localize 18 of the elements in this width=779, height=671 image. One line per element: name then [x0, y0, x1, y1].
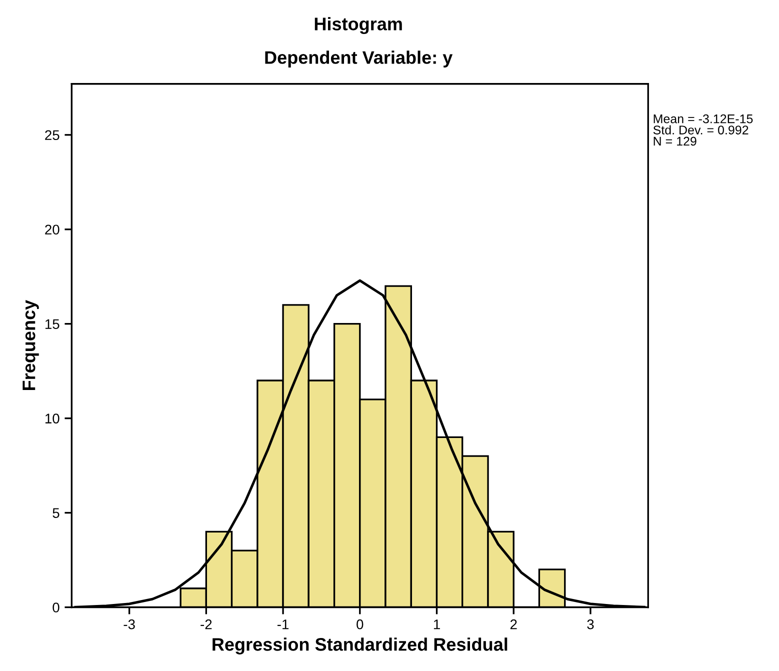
- y-tick-label: 25: [45, 130, 60, 140]
- y-tick-label: 5: [52, 508, 60, 518]
- chart-subtitle: Dependent Variable: y: [265, 50, 453, 68]
- x-tick-label: -2: [200, 619, 212, 630]
- x-tick-label: 3: [587, 619, 594, 630]
- y-tick-label: 15: [45, 319, 60, 330]
- x-tick-label: 0: [356, 619, 364, 630]
- y-axis-title: Frequency: [22, 300, 39, 390]
- x-tick-label: -1: [277, 620, 289, 630]
- x-tick-label: 2: [510, 619, 517, 630]
- y-tick-label: 0: [52, 602, 60, 612]
- y-tick-label: 20: [45, 224, 60, 235]
- y-tick-label: 10: [45, 414, 60, 424]
- chart-title: Histogram: [314, 17, 402, 34]
- x-tick-label: -3: [124, 619, 135, 630]
- text: Mean = -3.12E-15 Std. Dev. = 0.992 N = 129: [653, 114, 753, 146]
- x-axis-title: Regression Standardized Residual: [212, 638, 508, 654]
- x-tick-label: 1: [434, 620, 440, 630]
